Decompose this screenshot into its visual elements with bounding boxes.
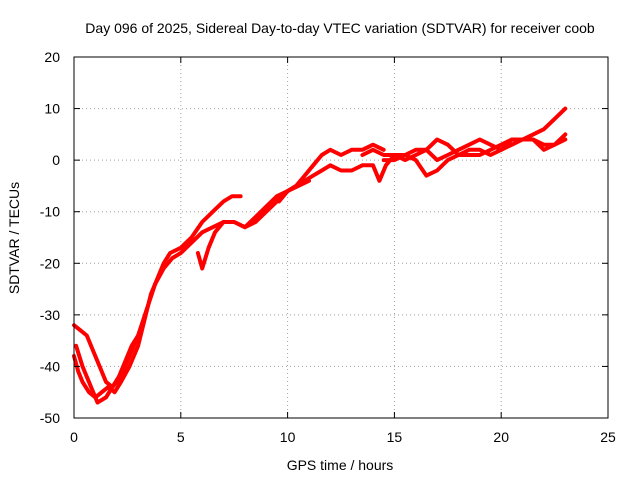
grid-lines [74, 57, 608, 418]
y-tick-label: 10 [44, 101, 60, 117]
series-layer [72, 106, 568, 405]
axis-ticks: 0 5 10 15 20 25 -50 -40 -30 -20 -10 0 10 20 [40, 49, 616, 445]
x-tick-label: 0 [70, 429, 78, 445]
series-line-satellite-arc-7 [381, 137, 568, 163]
x-axis-title: GPS time / hours [287, 457, 394, 473]
y-tick-label: -40 [40, 358, 60, 374]
plot-frame [73, 56, 609, 419]
series-line-satellite-arc-4 [195, 142, 386, 271]
y-tick-label: 20 [44, 49, 60, 65]
x-tick-label: 15 [387, 429, 403, 445]
y-tick-label: 0 [52, 152, 60, 168]
y-tick-label: -30 [40, 307, 60, 323]
y-tick-label: -20 [40, 255, 60, 271]
y-axis-title: SDTVAR / TECUs [6, 182, 22, 294]
y-tick-label: -50 [40, 410, 60, 426]
y-tick-label: -10 [40, 204, 60, 220]
x-tick-label: 20 [493, 429, 509, 445]
x-tick-label: 5 [177, 429, 185, 445]
chart-title: Day 096 of 2025, Sidereal Day-to-day VTE… [85, 20, 595, 36]
x-tick-label: 10 [280, 429, 296, 445]
series-line-satellite-arc-3 [74, 178, 311, 405]
x-tick-label: 25 [600, 429, 616, 445]
